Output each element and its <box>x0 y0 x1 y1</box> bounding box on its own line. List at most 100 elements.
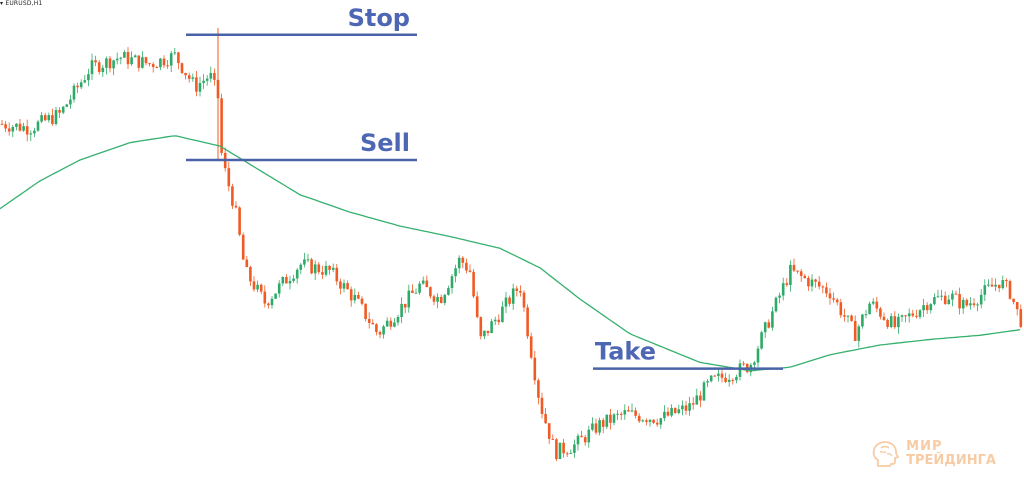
candle-body <box>130 57 133 65</box>
candle-body <box>871 301 875 304</box>
candle-body <box>29 133 33 135</box>
candle-body <box>436 296 439 302</box>
candle-body <box>328 265 331 270</box>
candle-body <box>940 295 943 297</box>
candle-body <box>151 64 155 68</box>
candle-body <box>879 308 882 317</box>
candle-body <box>900 315 904 317</box>
candle-body <box>1001 280 1005 289</box>
candle-body <box>241 234 245 260</box>
candle-body <box>547 423 551 439</box>
candle-body <box>508 297 511 304</box>
candle-body <box>702 382 706 401</box>
candle-body <box>875 301 879 309</box>
candle-body <box>22 126 25 131</box>
candle-body <box>652 419 655 423</box>
candle-body <box>324 265 328 275</box>
candle-body <box>1008 281 1012 299</box>
candle-body <box>605 414 609 427</box>
candle-body <box>472 271 475 297</box>
candle-body <box>497 319 501 323</box>
candle-body <box>688 403 691 411</box>
candle-body <box>868 303 871 315</box>
candle-body <box>555 439 558 460</box>
candle-body <box>886 319 889 327</box>
candle-body <box>285 276 288 284</box>
candle-body <box>760 332 763 349</box>
candle-body <box>727 379 731 382</box>
candle-body <box>612 414 616 423</box>
candle-body <box>983 285 987 295</box>
candle-body <box>515 288 519 291</box>
candle-body <box>972 303 976 306</box>
candle-body <box>364 303 367 320</box>
candle-body <box>677 409 681 414</box>
candle-body <box>292 278 295 281</box>
candle-body <box>465 262 468 271</box>
candle-body <box>846 315 850 317</box>
candle-body <box>864 314 868 316</box>
candle-body <box>637 415 641 422</box>
candles-layer <box>0 28 1023 462</box>
candle-body <box>166 65 169 67</box>
candle-body <box>238 207 241 235</box>
candle-body <box>573 444 576 453</box>
candle-body <box>187 75 191 79</box>
candle-body <box>803 275 807 278</box>
candle-body <box>375 324 378 333</box>
candle-body <box>882 316 886 320</box>
candle-body <box>4 124 7 129</box>
candle-body <box>641 420 645 422</box>
candle-body <box>270 298 274 306</box>
candle-body <box>839 302 843 316</box>
candle-body <box>583 437 587 443</box>
candle-body <box>400 303 403 317</box>
candle-body <box>40 115 43 122</box>
candle-body <box>933 297 936 305</box>
candle-body <box>317 264 321 273</box>
candle-body <box>659 418 663 425</box>
candle-body <box>227 168 231 187</box>
candle-body <box>922 305 925 311</box>
candle-body <box>616 413 619 415</box>
candle-body <box>202 80 205 84</box>
candle-body <box>997 284 1001 289</box>
candle-body <box>155 67 159 69</box>
candle-body <box>947 299 951 305</box>
candle-body <box>180 63 184 73</box>
candle-body <box>425 280 429 288</box>
candle-body <box>274 293 277 299</box>
candle-body <box>144 57 148 64</box>
candle-body <box>220 98 223 153</box>
candle-body <box>929 304 933 311</box>
candle-body <box>825 287 828 294</box>
candle-body <box>598 420 601 433</box>
candle-body <box>475 296 479 318</box>
candle-body <box>335 267 339 282</box>
candle-body <box>789 264 792 285</box>
candle-body <box>123 51 126 58</box>
candle-body <box>367 319 371 323</box>
candle-body <box>360 298 364 304</box>
candle-body <box>943 295 947 305</box>
candle-body <box>501 306 504 323</box>
candle-body <box>709 375 713 382</box>
candle-body <box>342 283 346 289</box>
candle-body <box>828 293 832 299</box>
candle-body <box>684 405 688 411</box>
candle-body <box>691 403 695 405</box>
candle-body <box>781 283 785 296</box>
candle-body <box>558 442 562 460</box>
candle-body <box>421 280 425 284</box>
candle-body <box>936 296 940 298</box>
candle-body <box>321 272 324 275</box>
candle-body <box>90 60 94 75</box>
candle-body <box>403 303 407 308</box>
candle-body <box>645 420 648 422</box>
candle-body <box>418 283 421 293</box>
candle-body <box>483 330 486 337</box>
candle-body <box>263 291 267 304</box>
candle-body <box>954 293 958 295</box>
candle-body <box>443 294 447 303</box>
candle-body <box>580 435 583 438</box>
